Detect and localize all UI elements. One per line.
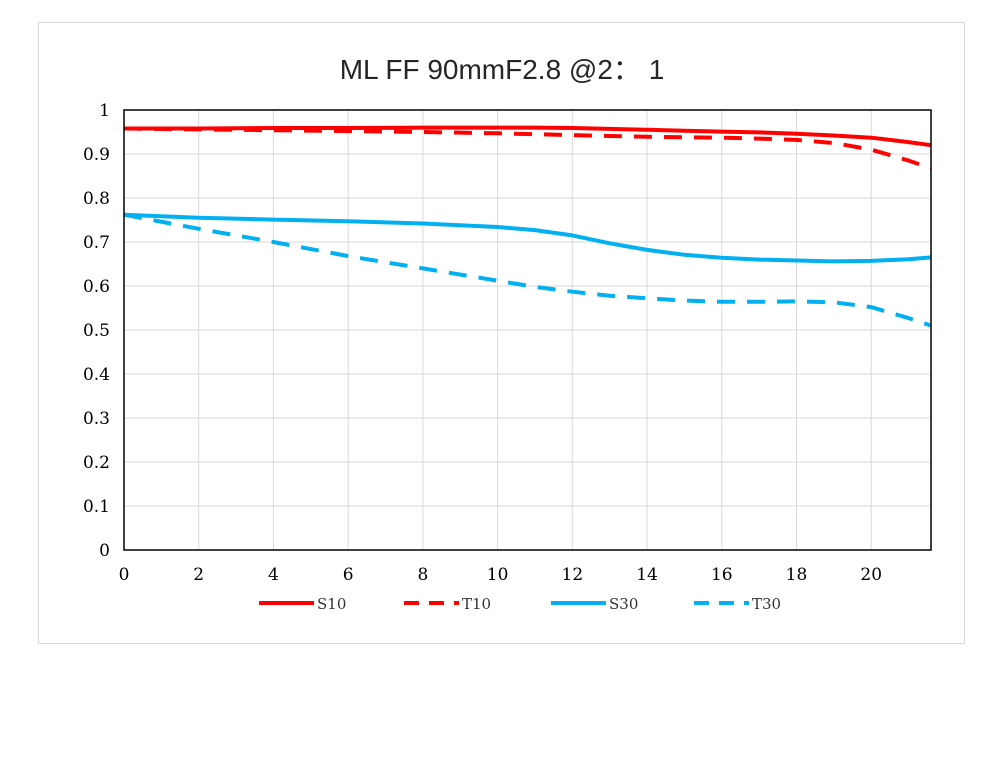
y-tick-label-5: 0.5 [83, 321, 110, 341]
y-tick-label-6: 0.6 [83, 277, 110, 297]
y-tick-label-0: 0 [99, 541, 110, 561]
x-tick-label-6: 12 [562, 565, 584, 585]
legend-label-t30: T30 [752, 595, 781, 613]
x-tick-label-10: 20 [860, 565, 882, 585]
y-tick-label-7: 0.7 [83, 233, 110, 253]
grid-lines [123, 109, 931, 551]
series-line-t30 [123, 212, 932, 328]
plot-area-border [123, 109, 932, 551]
x-tick-label-8: 16 [711, 565, 733, 585]
x-tick-label-5: 10 [487, 565, 509, 585]
chart-title: ML FF 90mmF2.8 @2： 1 [340, 54, 665, 85]
x-tick-label-3: 6 [343, 565, 354, 585]
axis-tick-labels: 00.10.20.30.40.50.60.70.80.910 2 4 6 8 10 12 14… [83, 101, 882, 585]
mtf-chart: ML FF 90mmF2.8 @2： 1 0 0.1 0.2 0.3 0.4 0.5 0.6… [83, 54, 932, 613]
series-line-s10 [124, 125, 932, 148]
series-line-s30 [123, 212, 932, 264]
legend: S10 T10 S30 T30 [259, 595, 781, 613]
x-tick-label-0: 0 [119, 565, 130, 585]
y-tick-label-2: 0.2 [83, 453, 110, 473]
chart-frame: ML FF 90mmF2.8 @2： 1 0 0.1 0.2 0.3 0.4 0.5 0.6… [38, 22, 965, 644]
x-tick-label-1: 2 [193, 565, 204, 585]
series-line-t10 [123, 126, 932, 170]
legend-label-s30: S30 [609, 595, 638, 613]
x-tick-label-2: 4 [268, 565, 279, 585]
y-tick-label-9: 0.9 [83, 145, 110, 165]
x-tick-label-4: 8 [417, 565, 428, 585]
series-lines [123, 125, 932, 328]
x-tick-label-7: 14 [636, 565, 658, 585]
legend-label-t10: T10 [462, 595, 491, 613]
y-tick-label-1: 0.1 [83, 497, 110, 517]
x-tick-label-9: 18 [786, 565, 808, 585]
y-tick-label-8: 0.8 [83, 189, 110, 209]
y-tick-label-4: 0.4 [83, 365, 110, 385]
legend-label-s10: S10 [317, 595, 346, 613]
y-tick-label-3: 0.3 [83, 409, 110, 429]
y-tick-label-10: 1 [99, 101, 110, 121]
